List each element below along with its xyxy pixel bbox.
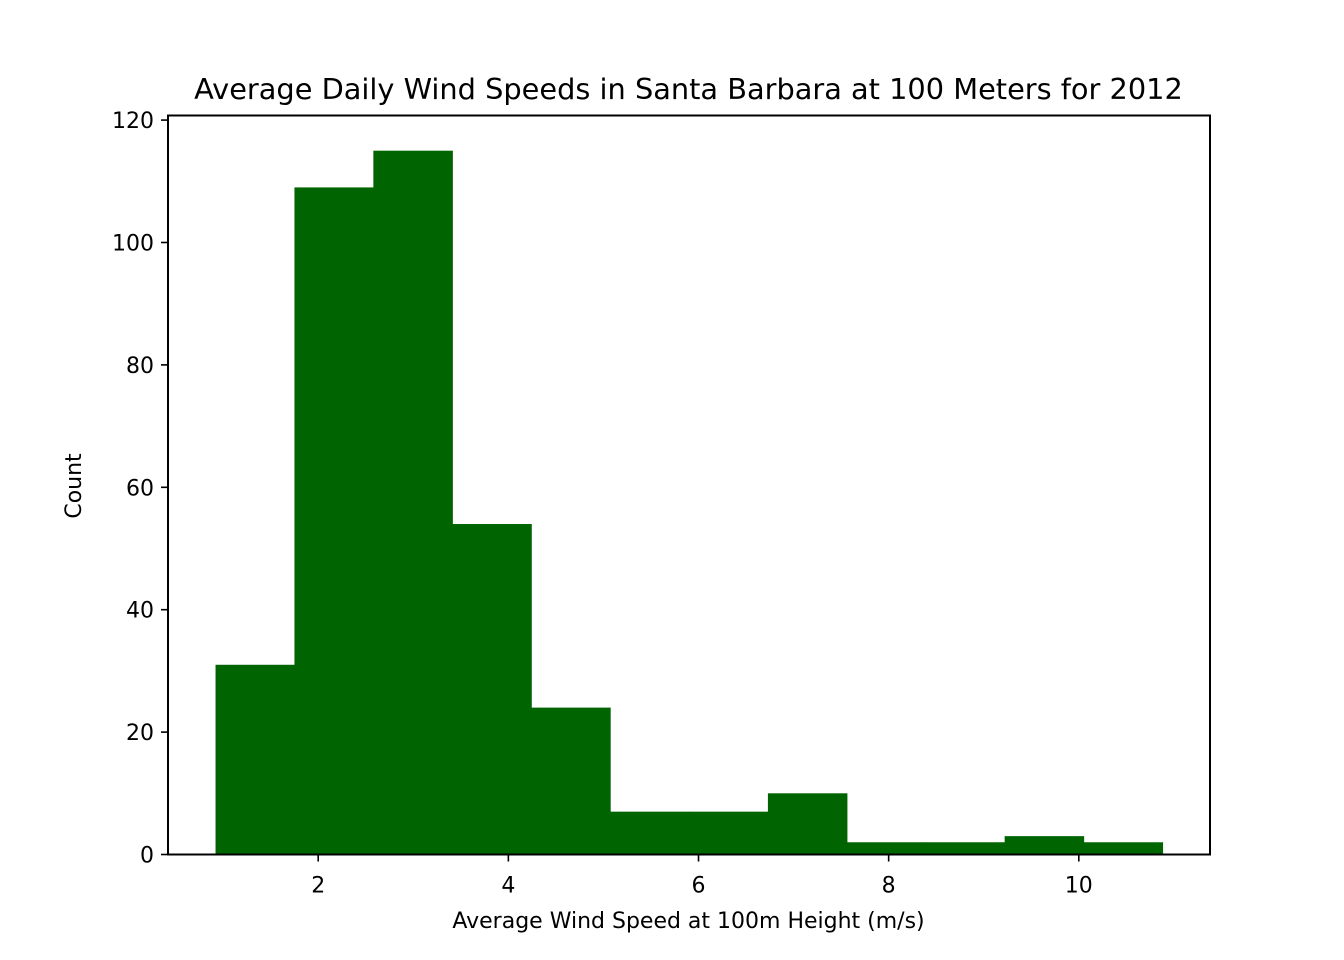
histogram-bar [1083,842,1164,855]
x-axis-ticks: 2 4 6 8 10 [311,854,1093,899]
y-tick-label: 60 [126,476,154,501]
bars-group [215,150,1164,855]
y-tick-label: 120 [112,109,154,134]
plot-frame [167,114,1211,856]
y-axis-label: Count [62,453,87,519]
y-tick-label: 40 [126,599,154,624]
y-tick-label: 20 [126,721,154,746]
histogram-bar [531,707,611,855]
chart-title: Average Daily Wind Speeds in Santa Barba… [194,72,1183,106]
x-tick-label: 2 [311,874,325,899]
histogram-bar [1004,836,1085,855]
x-tick-label: 6 [692,874,706,899]
histogram-bar [689,811,769,855]
histogram-bar [294,187,374,855]
x-tick-label: 10 [1065,874,1093,899]
histogram-bar [925,842,1006,855]
histogram-bar [215,664,296,855]
y-tick-label: 80 [126,354,154,379]
y-tick-label: 100 [112,231,154,256]
histogram-bar [610,811,690,855]
x-tick-label: 4 [501,874,515,899]
x-tick-label: 8 [882,874,896,899]
y-axis-ticks: 0 20 40 60 80 100 120 [112,109,168,869]
y-tick-label: 0 [140,844,154,869]
histogram-bar [452,524,532,855]
x-axis-label: Average Wind Speed at 100m Height (m/s) [452,909,924,934]
histogram-bar [846,842,927,855]
histogram-bar [373,150,453,855]
histogram-bar [767,793,848,855]
